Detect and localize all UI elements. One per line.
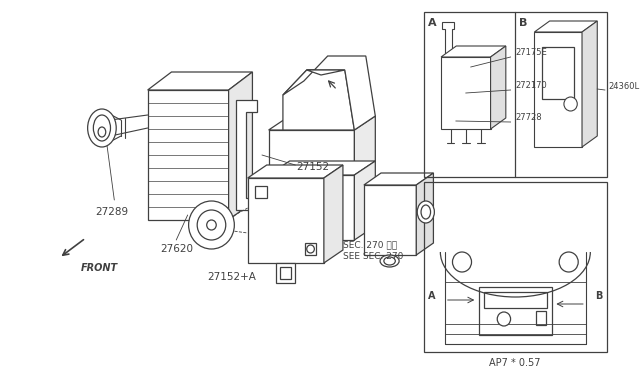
Text: 27620: 27620 (160, 244, 193, 254)
Polygon shape (534, 21, 597, 32)
Text: 272170: 272170 (515, 80, 547, 90)
Polygon shape (148, 90, 228, 220)
Ellipse shape (417, 201, 435, 223)
Text: 27152: 27152 (296, 162, 330, 172)
Circle shape (564, 97, 577, 111)
Text: 24360L: 24360L (609, 81, 640, 90)
Bar (305, 243, 316, 255)
Polygon shape (269, 130, 355, 175)
Polygon shape (269, 116, 375, 130)
Circle shape (189, 201, 234, 249)
Polygon shape (276, 263, 295, 283)
Text: SEC. 270 参照: SEC. 270 参照 (343, 240, 397, 249)
Bar (542, 47, 575, 99)
Bar (479, 287, 552, 335)
Polygon shape (269, 175, 355, 240)
Polygon shape (441, 46, 506, 57)
Text: B: B (519, 18, 527, 28)
Text: A: A (428, 18, 436, 28)
Text: SEE SEC. 270: SEE SEC. 270 (343, 252, 403, 261)
Text: B: B (596, 291, 603, 301)
Polygon shape (148, 72, 252, 90)
Polygon shape (582, 21, 597, 147)
Ellipse shape (384, 257, 396, 265)
Text: 27152+A: 27152+A (207, 272, 257, 282)
Polygon shape (307, 70, 345, 75)
Circle shape (497, 312, 511, 326)
Text: 27175E: 27175E (515, 48, 547, 57)
Circle shape (559, 252, 578, 272)
Circle shape (307, 245, 314, 253)
Text: A: A (428, 291, 435, 301)
Polygon shape (248, 165, 343, 178)
Polygon shape (228, 72, 252, 220)
Bar (536, 311, 546, 325)
Bar (424, 12, 607, 177)
Bar (424, 182, 607, 352)
Bar (484, 292, 547, 308)
Bar (280, 267, 291, 279)
Polygon shape (416, 173, 433, 255)
Text: 27289: 27289 (95, 207, 129, 217)
Polygon shape (283, 70, 355, 130)
Polygon shape (364, 173, 433, 185)
Polygon shape (491, 46, 506, 129)
Ellipse shape (93, 115, 111, 141)
Polygon shape (442, 22, 454, 57)
Circle shape (452, 252, 472, 272)
Circle shape (197, 210, 226, 240)
Polygon shape (283, 56, 375, 130)
Ellipse shape (98, 127, 106, 137)
Polygon shape (324, 165, 343, 263)
Ellipse shape (88, 109, 116, 147)
Circle shape (207, 220, 216, 230)
Ellipse shape (380, 255, 399, 267)
Bar (255, 186, 267, 198)
Polygon shape (269, 161, 375, 175)
Polygon shape (441, 57, 491, 129)
Text: FRONT: FRONT (81, 263, 118, 273)
Polygon shape (236, 100, 257, 210)
Text: AP7 * 0.57: AP7 * 0.57 (489, 358, 540, 368)
Polygon shape (355, 116, 375, 175)
Polygon shape (534, 32, 582, 147)
Text: 27728: 27728 (515, 112, 542, 122)
Polygon shape (355, 161, 375, 240)
Polygon shape (364, 185, 416, 255)
Ellipse shape (421, 205, 431, 219)
Polygon shape (248, 178, 324, 263)
